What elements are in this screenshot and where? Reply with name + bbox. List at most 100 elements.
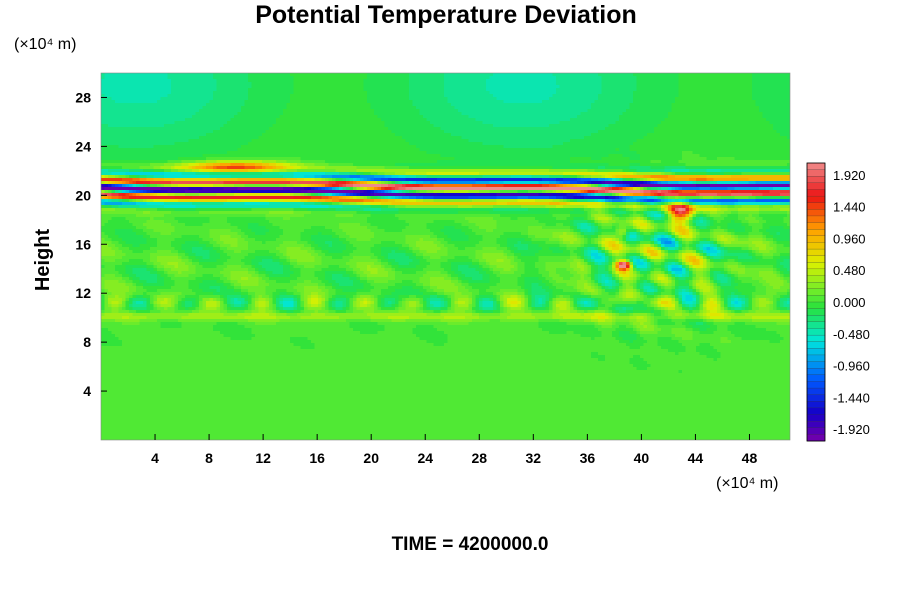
heatmap-cell xyxy=(206,124,210,127)
heatmap-cell xyxy=(413,91,417,94)
heatmap-cell xyxy=(742,106,746,109)
heatmap-cell xyxy=(301,112,305,115)
heatmap-cell xyxy=(399,124,403,127)
heatmap-cell xyxy=(616,76,620,79)
heatmap-cell xyxy=(483,91,487,94)
heatmap-cell xyxy=(766,79,770,82)
heatmap-cell xyxy=(686,94,690,97)
heatmap-cell xyxy=(325,97,329,100)
heatmap-cell xyxy=(150,103,154,106)
heatmap-cell xyxy=(150,94,154,97)
heatmap-cell xyxy=(483,136,487,139)
heatmap-cell xyxy=(154,142,158,145)
heatmap-cell xyxy=(227,82,231,85)
heatmap-cell xyxy=(322,85,326,88)
heatmap-cell xyxy=(472,139,476,142)
heatmap-cell xyxy=(689,142,693,145)
heatmap-cell xyxy=(605,91,609,94)
heatmap-cell xyxy=(399,115,403,118)
heatmap-cell xyxy=(588,124,592,127)
heatmap-cell xyxy=(427,100,431,103)
heatmap-cell xyxy=(633,109,637,112)
heatmap-cell xyxy=(196,100,200,103)
heatmap-cell xyxy=(157,121,161,124)
heatmap-cell xyxy=(455,79,459,82)
heatmap-cell xyxy=(378,133,382,136)
heatmap-cell xyxy=(637,118,641,121)
heatmap-cell xyxy=(266,76,270,79)
heatmap-cell xyxy=(147,148,151,151)
heatmap-cell xyxy=(612,121,616,124)
heatmap-cell xyxy=(325,94,329,97)
heatmap-cell xyxy=(770,118,774,121)
heatmap-cell xyxy=(605,85,609,88)
heatmap-cell xyxy=(287,112,291,115)
heatmap-cell xyxy=(399,112,403,115)
heatmap-cell xyxy=(665,88,669,91)
heatmap-cell xyxy=(297,91,301,94)
heatmap-cell xyxy=(546,109,550,112)
heatmap-cell xyxy=(759,91,763,94)
heatmap-cell xyxy=(567,130,571,133)
heatmap-cell xyxy=(549,88,553,91)
heatmap-cell xyxy=(490,142,494,145)
heatmap-cell xyxy=(339,88,343,91)
heatmap-cell xyxy=(525,85,529,88)
heatmap-cell xyxy=(245,136,249,139)
heatmap-cell xyxy=(112,133,116,136)
heatmap-cell xyxy=(269,142,273,145)
heatmap-cell xyxy=(703,145,707,148)
heatmap-cell xyxy=(553,127,557,130)
heatmap-cell xyxy=(458,97,462,100)
heatmap-cell xyxy=(388,124,392,127)
heatmap-cell xyxy=(273,100,277,103)
heatmap-cell xyxy=(294,112,298,115)
heatmap-cell xyxy=(311,88,315,91)
heatmap-cell xyxy=(210,97,214,100)
heatmap-cell xyxy=(206,136,210,139)
heatmap-cell xyxy=(717,109,721,112)
heatmap-cell xyxy=(784,139,788,142)
heatmap-cell xyxy=(731,106,735,109)
heatmap-cell xyxy=(406,115,410,118)
heatmap-cell xyxy=(283,115,287,118)
heatmap-cell xyxy=(518,88,522,91)
heatmap-cell xyxy=(140,73,144,76)
heatmap-cell xyxy=(409,100,413,103)
heatmap-cell xyxy=(220,136,224,139)
heatmap-cell xyxy=(444,133,448,136)
heatmap-cell xyxy=(553,124,557,127)
heatmap-cell xyxy=(679,145,683,148)
heatmap-cell xyxy=(549,127,553,130)
heatmap-cell xyxy=(574,127,578,130)
heatmap-cell xyxy=(381,130,385,133)
heatmap-cell xyxy=(756,73,760,76)
heatmap-cell xyxy=(556,97,560,100)
heatmap-cell xyxy=(105,118,109,121)
heatmap-cell xyxy=(161,91,165,94)
heatmap-cell xyxy=(399,85,403,88)
heatmap-cell xyxy=(252,136,256,139)
heatmap-cell xyxy=(171,148,175,151)
heatmap-cell xyxy=(668,94,672,97)
heatmap-cell xyxy=(724,115,728,118)
heatmap-cell xyxy=(217,121,221,124)
heatmap-cell xyxy=(364,145,368,148)
heatmap-cell xyxy=(525,112,529,115)
heatmap-cell xyxy=(262,115,266,118)
heatmap-cell xyxy=(462,136,466,139)
heatmap-cell xyxy=(273,91,277,94)
heatmap-cell xyxy=(241,106,245,109)
heatmap-cell xyxy=(199,118,203,121)
heatmap-cell xyxy=(322,100,326,103)
heatmap-cell xyxy=(738,103,742,106)
heatmap-cell xyxy=(623,127,627,130)
heatmap-cell xyxy=(108,127,112,130)
heatmap-cell xyxy=(507,145,511,148)
heatmap-cell xyxy=(675,109,679,112)
heatmap-cell xyxy=(714,124,718,127)
heatmap-cell xyxy=(616,79,620,82)
heatmap-cell xyxy=(465,145,469,148)
heatmap-cell xyxy=(539,118,543,121)
heatmap-cell xyxy=(185,94,189,97)
